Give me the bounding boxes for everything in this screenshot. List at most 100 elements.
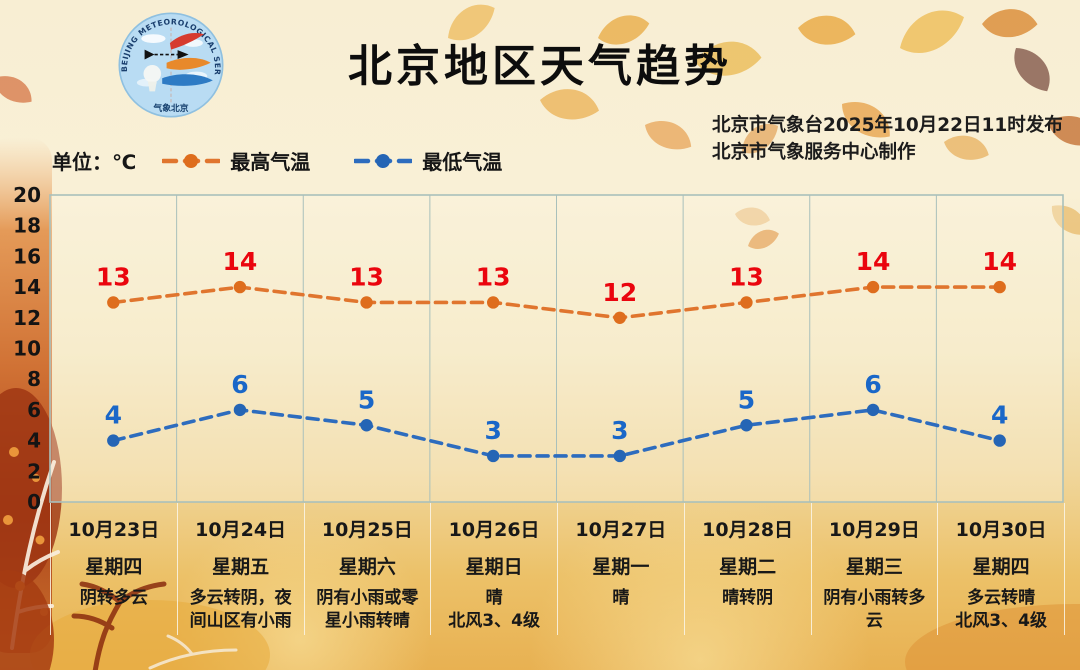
day-date: 10月25日: [321, 519, 413, 541]
data-point: [866, 280, 880, 294]
y-tick-label: 4: [27, 429, 41, 453]
series-line: [111, 285, 1002, 320]
data-point: [613, 449, 627, 463]
y-tick-label: 0: [27, 490, 41, 514]
day-column: 10月26日 星期日 晴 北风3、4级: [431, 503, 558, 635]
chart-legend: 单位：℃ 最高气温 最低气温: [52, 146, 546, 175]
day-weekday: 星期三: [845, 556, 903, 578]
legend-label-low-temp: 最低气温: [422, 150, 503, 174]
y-tick-label: 16: [13, 244, 41, 268]
day-date: 10月24日: [195, 519, 287, 541]
day-weather: 多云转阴，夜间山区有小雨: [189, 588, 292, 631]
y-tick-label: 2: [27, 459, 41, 483]
page-title: 北京地区天气趋势: [348, 41, 732, 92]
day-weekday: 星期四: [85, 556, 143, 578]
issued-line-2: 北京市气象服务中心制作: [712, 142, 916, 163]
data-point: [486, 296, 500, 309]
day-weather: 多云转晴 北风3、4级: [955, 588, 1047, 631]
high-temp-series: 13 14 13 13 12 13 14 14: [96, 247, 1017, 324]
data-point: [360, 419, 373, 432]
plot-border: [49, 194, 1064, 503]
high-temp-line-swatch-icon: [162, 153, 221, 168]
unit-label: 单位：℃: [52, 150, 137, 174]
day-column: 10月25日 星期六 阴有小雨或零星小雨转晴: [305, 503, 432, 635]
data-label: 12: [602, 278, 637, 307]
data-point: [233, 403, 247, 417]
series-line: [111, 408, 1002, 458]
data-point: [993, 434, 1006, 447]
logo-arrow-tail: [144, 49, 155, 60]
data-point: [740, 419, 753, 432]
day-date: 10月26日: [448, 519, 540, 541]
y-tick-label: 18: [13, 214, 41, 238]
day-date: 10月27日: [575, 519, 667, 541]
day-weather: 阴有小雨转多云: [823, 588, 926, 631]
logo-weather-balloon: [143, 65, 162, 83]
data-point: [107, 434, 120, 447]
data-point: [486, 449, 500, 463]
day-date: 10月23日: [68, 519, 160, 541]
y-tick-label: 8: [27, 367, 41, 391]
data-label: 5: [358, 385, 375, 414]
data-label: 13: [96, 262, 131, 291]
data-label: 3: [611, 416, 628, 445]
data-point: [613, 311, 627, 324]
day-date: 10月29日: [828, 519, 920, 541]
bottom-decoration: [0, 490, 1080, 670]
issue-info: 北京市气象台2025年10月22日11时发布 北京市气象服务中心制作: [712, 112, 1063, 166]
legend-label-high-temp: 最高气温: [230, 150, 311, 174]
day-column: 10月23日 星期四 阴转多云: [51, 503, 178, 635]
data-label: 6: [864, 370, 881, 399]
data-label: 13: [349, 262, 384, 291]
issued-line-1: 北京市气象台2025年10月22日11时发布: [712, 115, 1063, 136]
day-column: 10月27日 星期一 晴: [558, 503, 685, 635]
data-label: 13: [476, 262, 511, 291]
data-label: 3: [484, 416, 501, 445]
y-tick-label: 12: [13, 306, 41, 330]
y-tick-label: 14: [13, 275, 41, 299]
day-weekday: 星期五: [212, 556, 270, 578]
day-weather: 阴转多云: [79, 588, 148, 608]
data-point: [107, 296, 120, 309]
day-weekday: 星期四: [972, 556, 1030, 578]
low-temp-series: 4 6 5 3 3 5 6 4: [105, 370, 1008, 463]
day-weather: 晴: [612, 588, 630, 608]
day-weekday: 星期一: [592, 556, 650, 578]
day-weekday: 星期日: [465, 556, 523, 578]
beijing-meteorological-service-logo: BEIJING METEOROLOGICAL SERVICE 气象北京: [116, 10, 224, 118]
day-column: 10月29日 星期三 阴有小雨转多云: [812, 503, 939, 635]
logo-blue-ribbon: [162, 74, 213, 86]
logo-arrow-head: [177, 50, 189, 59]
data-label: 6: [231, 370, 248, 399]
day-weather: 晴转阴: [722, 588, 774, 608]
day-weather: 阴有小雨或零星小雨转晴: [316, 588, 419, 631]
data-label: 4: [991, 401, 1008, 430]
y-tick-label: 20: [13, 183, 41, 207]
y-tick-label: 10: [13, 337, 41, 361]
data-label: 14: [856, 247, 891, 276]
day-date: 10月30日: [955, 519, 1047, 541]
data-point: [740, 296, 753, 309]
day-weather: 晴 北风3、4级: [448, 588, 540, 631]
day-column: 10月30日 星期四 多云转晴 北风3、4级: [938, 503, 1064, 635]
logo-bottom-text: 气象北京: [152, 102, 188, 114]
day-date: 10月28日: [702, 519, 794, 541]
data-point: [993, 280, 1006, 294]
logo-red-ribbon: [169, 32, 204, 50]
data-label: 5: [738, 385, 755, 414]
y-axis-tick-labels: 0 2 4 6 8 10 12 14 16 18 20: [13, 183, 41, 514]
left-stripe-decoration: [0, 138, 62, 653]
data-label: 14: [223, 247, 258, 276]
data-label: 4: [105, 401, 122, 430]
data-point: [233, 280, 247, 294]
data-point: [360, 296, 373, 309]
data-point: [866, 403, 880, 417]
day-column: 10月28日 星期二 晴转阴: [685, 503, 812, 635]
low-temp-line-swatch-icon: [354, 153, 413, 168]
y-tick-label: 6: [27, 398, 41, 422]
day-column: 10月24日 星期五 多云转阴，夜间山区有小雨: [178, 503, 305, 635]
day-labels-row: 10月23日 星期四 阴转多云 10月24日 星期五 多云转阴，夜间山区有小雨 …: [50, 503, 1065, 635]
